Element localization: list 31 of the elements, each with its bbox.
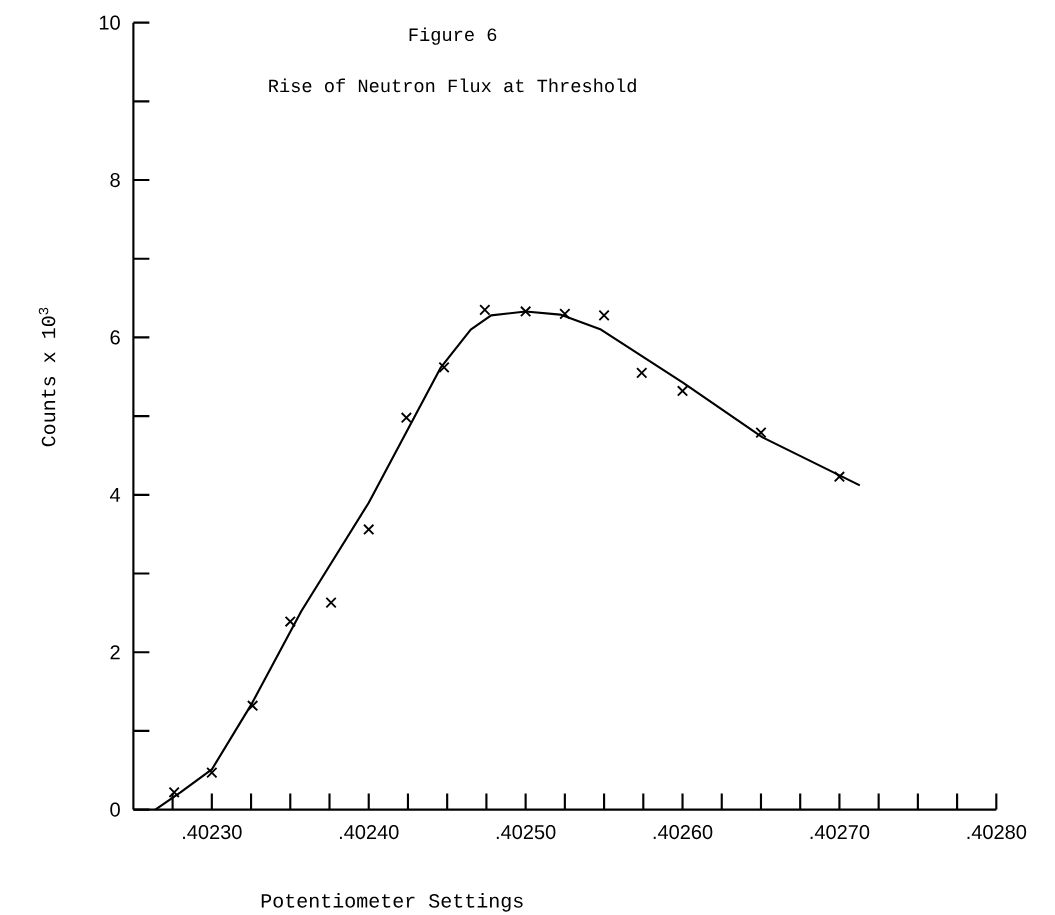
x-tick-label: .40270 — [810, 824, 870, 840]
x-tick-label: .40280 — [967, 824, 1027, 840]
point — [438, 361, 450, 374]
point — [246, 700, 259, 712]
y-tick-label: 10 — [99, 15, 120, 30]
point — [598, 309, 610, 322]
point — [284, 615, 296, 628]
y-axis-title: Counts x 10$^{3}$ — [38, 307, 56, 447]
x-tick-label: .40240 — [339, 824, 399, 840]
y-tick-label: 8 — [110, 172, 120, 188]
point — [400, 412, 413, 424]
y-tick-label: 2 — [110, 645, 120, 660]
y-tick-label: 0 — [110, 802, 120, 817]
x-tick-label: .40230 — [183, 824, 242, 840]
point — [325, 596, 337, 609]
point — [479, 304, 491, 316]
x-axis-title: Potentiometer Settings — [261, 893, 523, 912]
point — [676, 385, 689, 397]
chart-title: Figure 6 — [409, 27, 497, 45]
y-tick-label: 4 — [110, 487, 121, 502]
point — [519, 305, 532, 318]
point — [559, 308, 571, 320]
point — [833, 471, 846, 483]
point — [363, 523, 375, 536]
x-tick-label: .40250 — [496, 824, 556, 840]
point — [206, 766, 218, 779]
x-tick-label: .40260 — [653, 824, 713, 840]
y-tick-label: 6 — [110, 330, 120, 345]
point — [755, 427, 767, 439]
point — [636, 367, 648, 379]
text: Rise of Neutron Flux at Threshold — [269, 78, 636, 93]
